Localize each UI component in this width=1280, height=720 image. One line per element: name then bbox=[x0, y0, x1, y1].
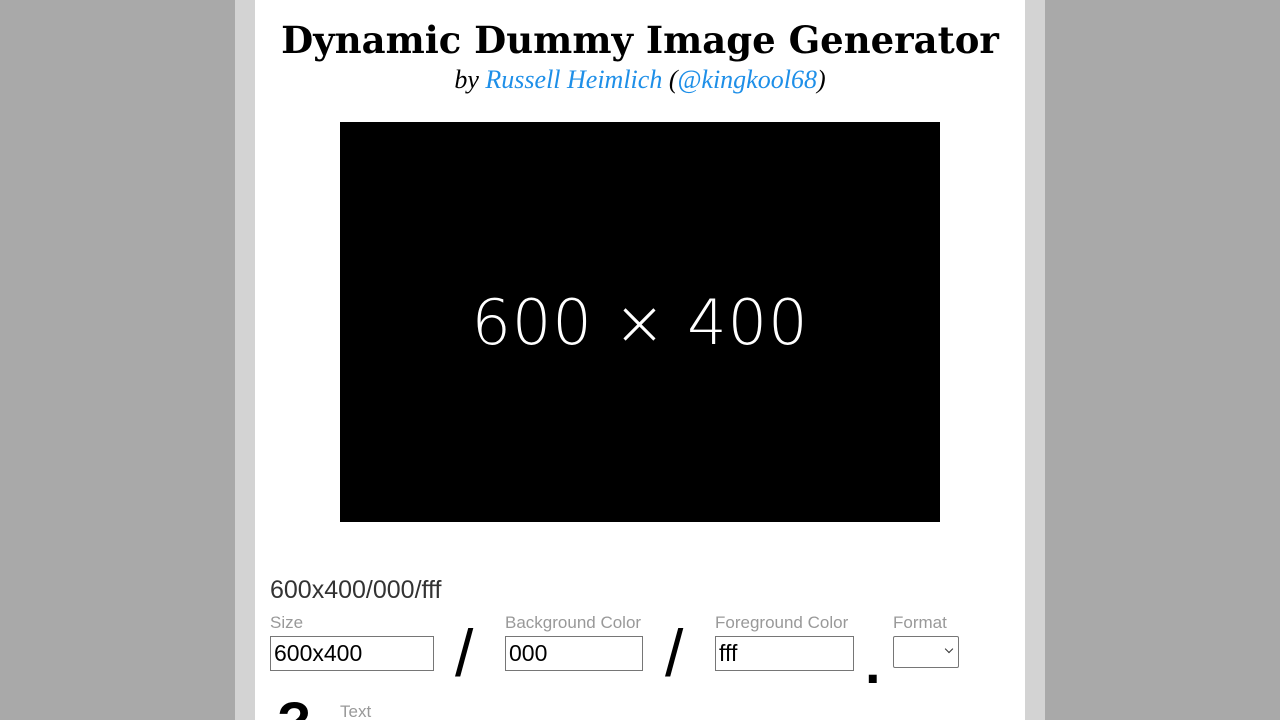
byline-open-paren: ( bbox=[662, 65, 678, 94]
background-color-label: Background Color bbox=[505, 613, 642, 632]
preview-dimensions-label: 600 × 400 bbox=[471, 285, 809, 359]
text-row-glyph: ? bbox=[277, 694, 311, 720]
page-title: Dynamic Dummy Image Generator bbox=[281, 18, 999, 62]
bg-fg-separator: / bbox=[665, 616, 684, 690]
author-handle-link[interactable]: @kingkool68 bbox=[677, 65, 817, 94]
image-path-display: 600x400/000/fff bbox=[270, 576, 442, 604]
foreground-color-input[interactable] bbox=[715, 636, 854, 671]
byline: by Russell Heimlich (@kingkool68) bbox=[255, 64, 1025, 96]
chevron-down-icon bbox=[944, 644, 954, 654]
background-color-input[interactable] bbox=[505, 636, 643, 671]
format-label: Format bbox=[893, 613, 947, 632]
text-label: Text bbox=[340, 702, 372, 720]
extension-dot: . bbox=[865, 632, 881, 695]
size-input[interactable] bbox=[270, 636, 434, 671]
size-label: Size bbox=[270, 613, 304, 632]
dummy-image-preview: 600 × 400 bbox=[340, 122, 940, 522]
size-bg-separator: / bbox=[455, 616, 474, 690]
byline-prefix: by bbox=[454, 65, 486, 94]
page-content: Dynamic Dummy Image Generator by Russell… bbox=[255, 0, 1025, 720]
author-name-link[interactable]: Russell Heimlich bbox=[485, 65, 663, 94]
byline-close-paren: ) bbox=[816, 65, 826, 94]
format-select[interactable] bbox=[893, 636, 959, 668]
foreground-color-label: Foreground Color bbox=[715, 613, 849, 632]
